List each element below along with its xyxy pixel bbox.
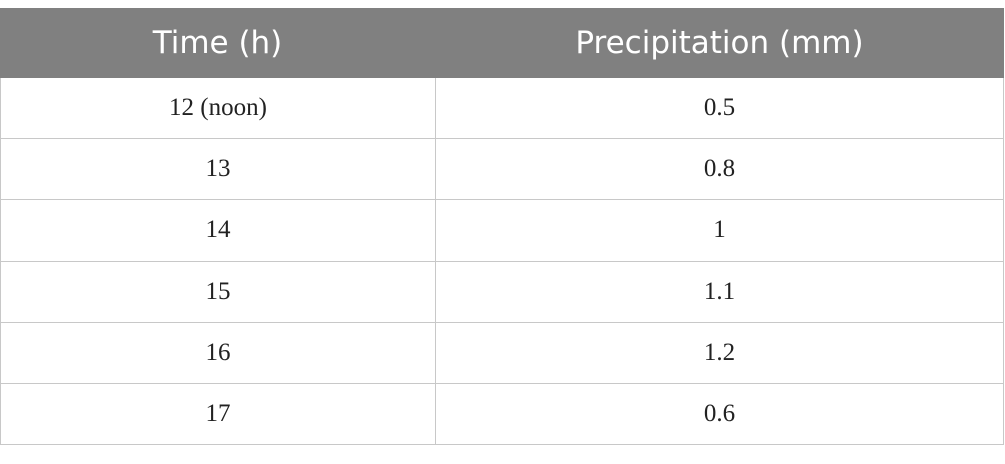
- table-cell: 1.2: [435, 322, 1004, 383]
- table-cell: 14: [0, 200, 435, 261]
- table-row: 16 1.2: [0, 322, 1004, 384]
- table-row: 12 (noon) 0.5: [0, 78, 1004, 140]
- header-cell: Precipitation (mm): [575, 25, 864, 61]
- table-row: 13 0.8: [0, 139, 1004, 201]
- table-row: 17 0.6: [0, 383, 1004, 446]
- table-cell: 1.1: [435, 261, 1004, 322]
- table-row: 15 1.1: [0, 261, 1004, 323]
- table-cell: 0.6: [435, 383, 1004, 445]
- header-cell: Time (h): [152, 25, 283, 61]
- table-cell: 17: [0, 383, 435, 445]
- table-cell: 15: [0, 261, 435, 322]
- table-cell: 13: [0, 139, 435, 200]
- table-cell: 16: [0, 322, 435, 383]
- table: Time (h) Precipitation (mm) 12 (noon) 0.5 13…: [0, 8, 1004, 446]
- table-row: 14 1: [0, 200, 1004, 262]
- table-cell: 12 (noon): [0, 78, 435, 139]
- header-row: Time (h) Precipitation (mm): [0, 8, 1004, 78]
- table-cell: 0.8: [435, 139, 1004, 200]
- table-cell: 0.5: [435, 78, 1004, 139]
- table-cell: 1: [435, 200, 1004, 261]
